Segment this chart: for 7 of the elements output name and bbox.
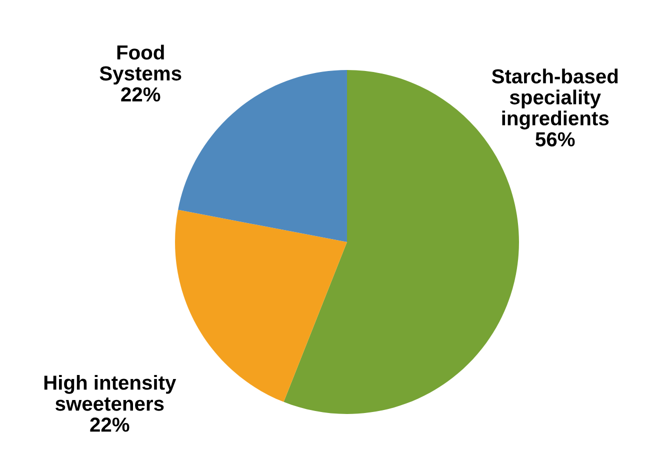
data-label: 22% bbox=[121, 87, 160, 102]
slice-label: Starch-based speciality ingredients bbox=[492, 68, 618, 130]
slice-label: High intensity sweeteners bbox=[44, 375, 176, 411]
data-label: 56% bbox=[536, 132, 575, 146]
pie-slice bbox=[175, 210, 347, 402]
slice-label: Food Systems bbox=[100, 44, 182, 85]
data-label: 22% bbox=[90, 418, 130, 432]
